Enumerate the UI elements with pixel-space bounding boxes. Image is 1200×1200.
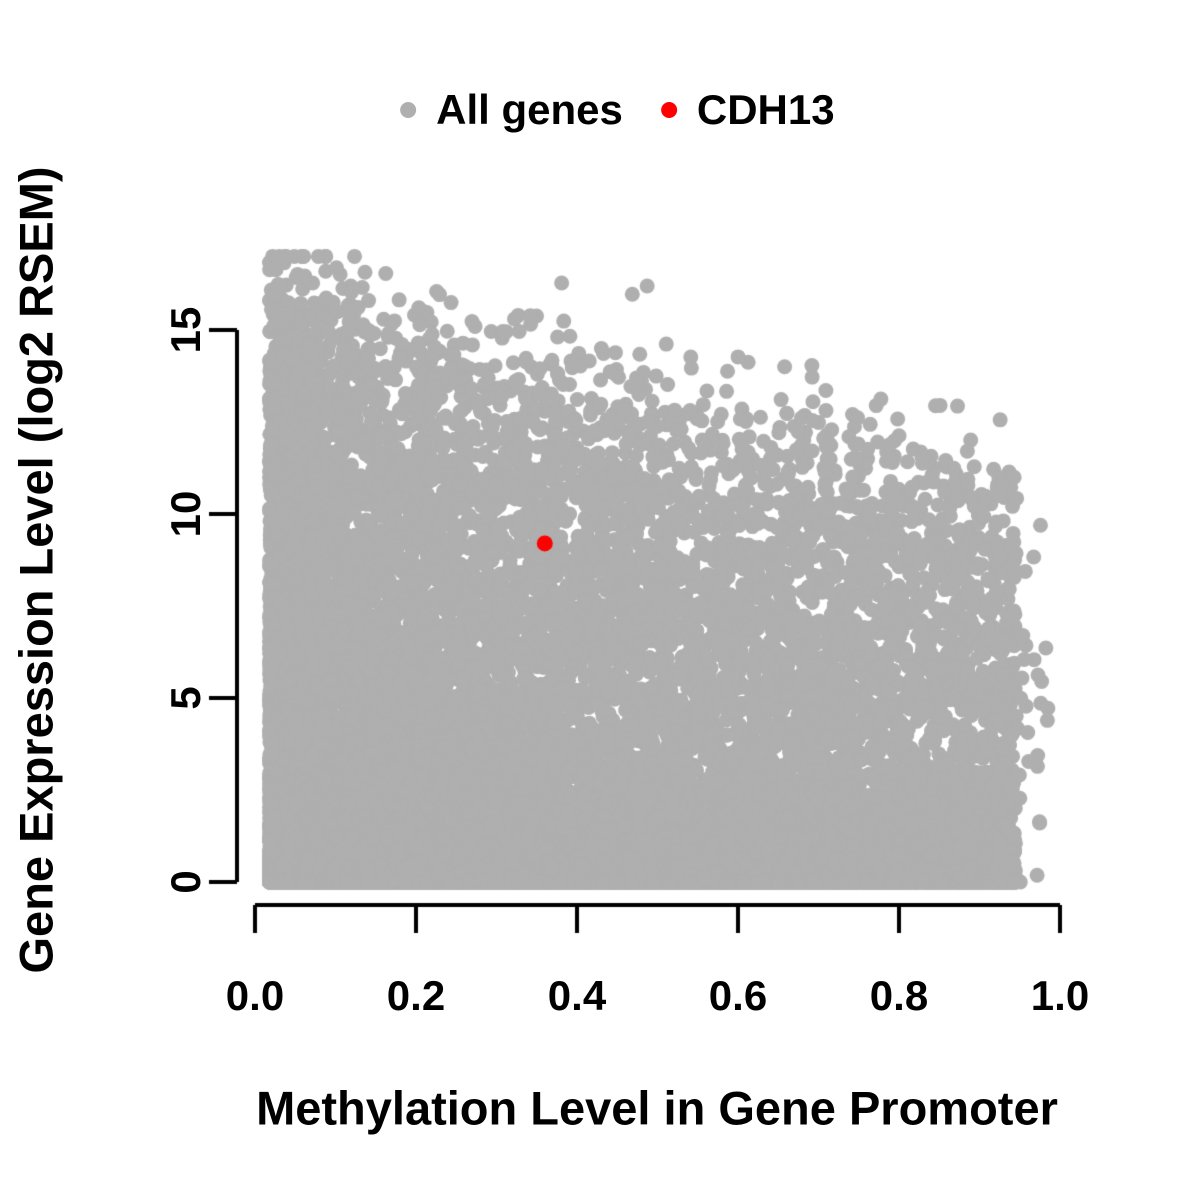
legend-label-all-genes: All genes <box>436 86 623 133</box>
cdh13-marker-icon <box>660 102 677 118</box>
x-tick-label: 1.0 <box>1030 972 1090 1019</box>
y-tick-label: 15 <box>162 306 209 354</box>
y-tick-label: 5 <box>162 686 209 710</box>
x-tick-label: 0.4 <box>547 972 607 1019</box>
all-genes-marker-icon <box>400 102 417 118</box>
x-axis-title: Methylation Level in Gene Promoter <box>256 1081 1058 1135</box>
legend: All genes CDH13 <box>400 86 835 134</box>
legend-item-all-genes: All genes <box>400 86 623 134</box>
y-axis-title: Gene Expression Level (log2 RSEM) <box>9 166 63 974</box>
x-tick-label: 0.6 <box>708 972 768 1019</box>
y-tick-label: 10 <box>162 490 209 538</box>
x-tick-label: 0.0 <box>225 972 285 1019</box>
legend-label-cdh13: CDH13 <box>696 86 835 133</box>
x-tick-label: 0.2 <box>386 972 446 1019</box>
y-tick-label: 0 <box>162 870 209 894</box>
x-tick-label: 0.8 <box>869 972 929 1019</box>
legend-item-cdh13: CDH13 <box>660 86 835 134</box>
